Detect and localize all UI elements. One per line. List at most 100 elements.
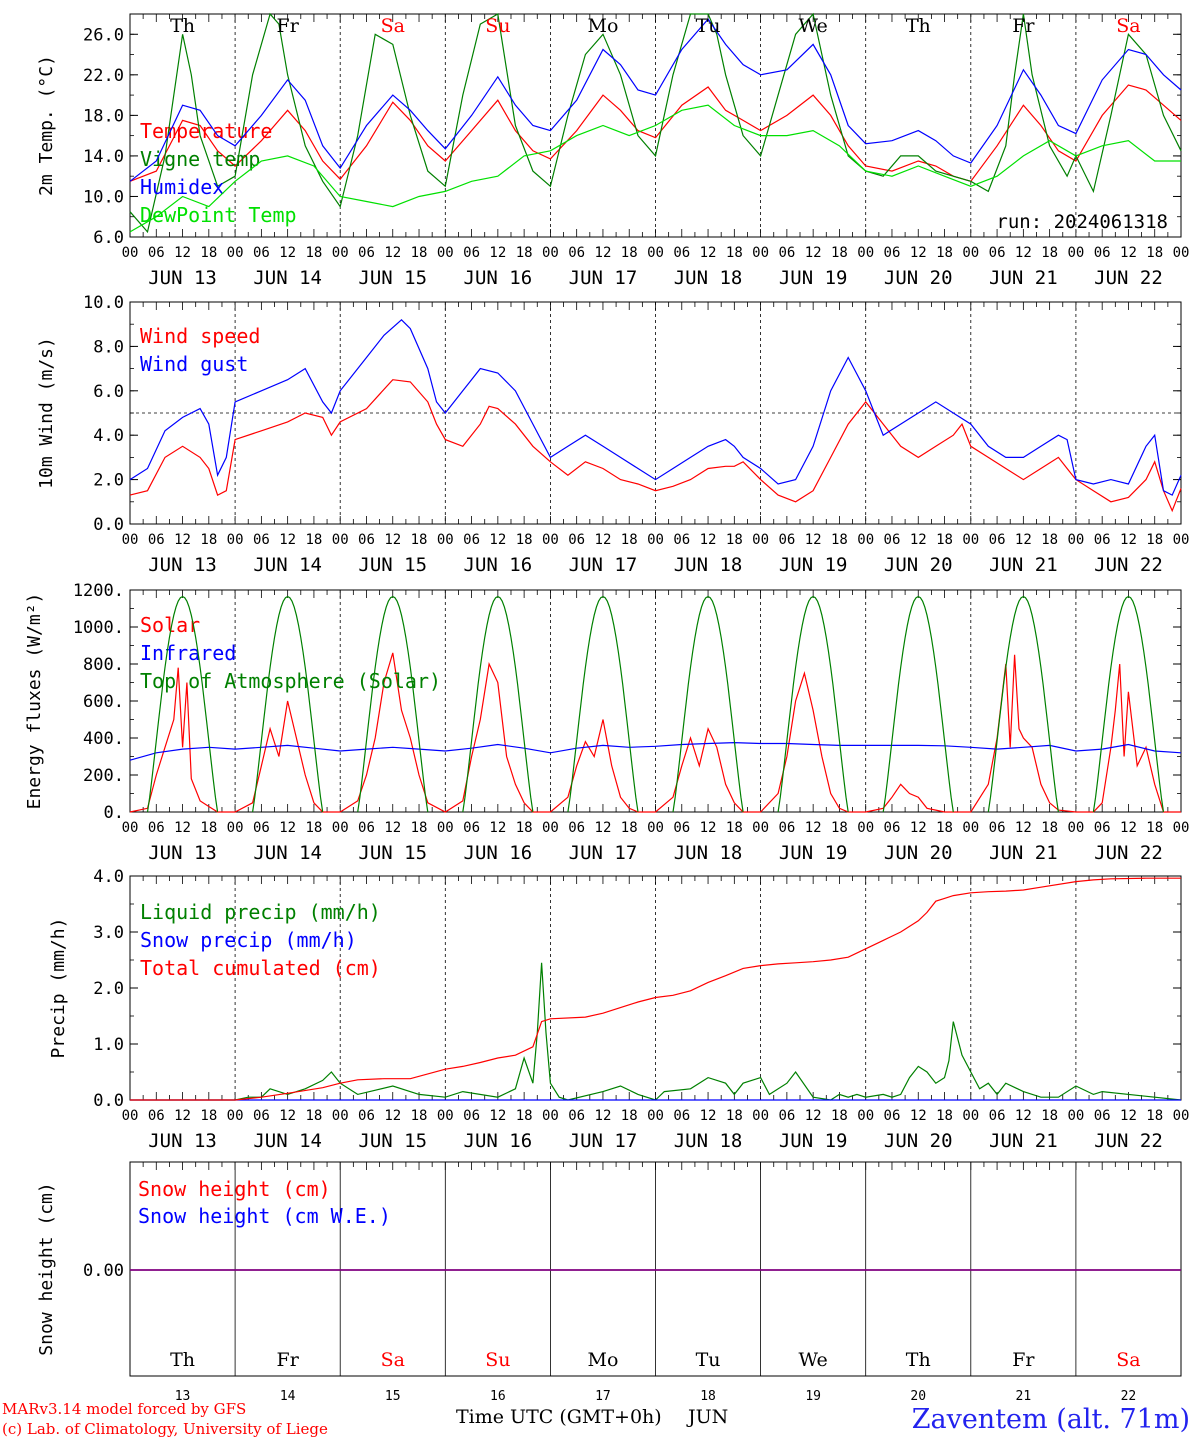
bottom-day-number: 17 (595, 1389, 611, 1404)
bottom-day-number: 16 (490, 1389, 506, 1404)
x-date-label: JUN 14 (253, 267, 322, 289)
x-hour-label: 00 (962, 820, 979, 836)
panel-temp: 6.0 10.0 14.0 18.0 22.0 26.0 2m Temp. (°C) 00 06… (36, 12, 1189, 289)
x-hour-label: 00 (752, 820, 769, 836)
y-tick-label: 800. (83, 655, 124, 675)
month-label: JUN (686, 1406, 728, 1428)
x-hour-label: 00 (752, 532, 769, 548)
x-hour-label: 12 (384, 532, 401, 548)
x-hour-label: 06 (884, 245, 901, 261)
x-hour-label: 18 (516, 820, 533, 836)
x-hour-label: 18 (831, 245, 848, 261)
x-hour-label: 00 (227, 532, 244, 548)
x-hour-label: 00 (437, 820, 454, 836)
footer-copyright: (c) Lab. of Climatology, University of L… (2, 1420, 328, 1438)
panel-wind: 0.0 2.0 4.0 6.0 8.0 10.0 10m Wind (m/s) 00 06 12 1… (36, 293, 1189, 576)
x-hour-label: 12 (595, 532, 612, 548)
top-day-label: Su (485, 15, 510, 37)
x-date-label: JUN 16 (464, 1130, 533, 1152)
x-hour-label: 06 (778, 532, 795, 548)
x-hour-label: 12 (910, 820, 927, 836)
x-hour-label: 18 (621, 1108, 638, 1124)
x-hour-label: 18 (516, 1108, 533, 1124)
x-hour-label: 18 (621, 532, 638, 548)
x-hour-label: 00 (227, 1108, 244, 1124)
x-hour-label: 18 (831, 532, 848, 548)
x-hour-label: 00 (962, 532, 979, 548)
x-date-label: JUN 18 (674, 842, 743, 864)
y-tick-label: 18.0 (83, 106, 124, 126)
x-hour-label: 12 (910, 245, 927, 261)
x-hour-label: 00 (962, 245, 979, 261)
x-hour-label: 12 (595, 245, 612, 261)
x-date-label: JUN 14 (253, 554, 322, 576)
x-hour-label: 12 (174, 532, 191, 548)
x-date-label: JUN 14 (253, 842, 322, 864)
x-hour-label: 00 (1067, 820, 1084, 836)
x-date-label: JUN 13 (148, 267, 217, 289)
x-hour-label: 18 (621, 820, 638, 836)
x-hour-label: 00 (332, 532, 349, 548)
x-hour-label: 06 (673, 532, 690, 548)
x-hour-label: 12 (805, 820, 822, 836)
y-tick-label: 26.0 (83, 25, 124, 45)
x-hour-label: 06 (989, 245, 1006, 261)
x-hour-label: 00 (647, 245, 664, 261)
series-line-temperature (129, 84, 1182, 182)
x-hour-label: 06 (1094, 820, 1111, 836)
x-hour-label: 18 (1041, 820, 1058, 836)
x-hour-label: 00 (332, 820, 349, 836)
y-axis-label: Precip (mm/h) (48, 918, 69, 1059)
y-tick-label: 1000. (73, 618, 124, 638)
legend-entry: Humidex (140, 175, 224, 199)
x-date-label: JUN 14 (253, 1130, 322, 1152)
x-hour-label: 18 (726, 532, 743, 548)
legend-entry: Snow height (cm) (138, 1177, 331, 1201)
x-hour-label: 00 (857, 245, 874, 261)
x-hour-label: 12 (384, 820, 401, 836)
x-hour-label: 18 (831, 1108, 848, 1124)
x-date-label: JUN 17 (569, 842, 638, 864)
x-hour-label: 00 (647, 820, 664, 836)
x-hour-label: 06 (463, 245, 480, 261)
bottom-day-label: Su (485, 1349, 510, 1371)
bottom-day-label: Mo (587, 1349, 618, 1371)
y-tick-label: 2.0 (93, 979, 124, 999)
series-line-vigne-temp (129, 12, 1182, 234)
top-day-label: We (799, 15, 828, 37)
x-hour-label: 12 (700, 820, 717, 836)
x-hour-label: 06 (463, 532, 480, 548)
x-hour-label: 06 (1094, 532, 1111, 548)
x-date-label: JUN 13 (148, 842, 217, 864)
y-tick-label: 6.0 (93, 382, 124, 402)
y-tick-label: 4.0 (93, 426, 124, 446)
x-hour-label: 12 (805, 245, 822, 261)
x-hour-label: 12 (279, 1108, 296, 1124)
x-hour-label: 00 (122, 532, 139, 548)
x-hour-label: 06 (463, 820, 480, 836)
y-tick-label: 200. (83, 766, 124, 786)
x-date-label: JUN 17 (569, 267, 638, 289)
time-axis-label: Time UTC (GMT+0h) (456, 1406, 662, 1428)
x-hour-label: 00 (122, 820, 139, 836)
bottom-day-label: Fr (1012, 1349, 1035, 1371)
x-hour-label: 12 (910, 1108, 927, 1124)
x-hour-label: 12 (1120, 532, 1137, 548)
x-date-label: JUN 15 (358, 1130, 427, 1152)
x-hour-label: 18 (1146, 245, 1163, 261)
bottom-day-number: 19 (805, 1389, 821, 1404)
x-hour-label: 18 (411, 245, 428, 261)
x-date-label: JUN 21 (989, 842, 1058, 864)
x-hour-label: 18 (936, 820, 953, 836)
x-hour-label: 06 (148, 245, 165, 261)
x-date-label: JUN 22 (1094, 267, 1163, 289)
x-hour-label: 12 (1120, 245, 1137, 261)
y-tick-label: 22.0 (83, 66, 124, 86)
x-hour-label: 06 (1094, 1108, 1111, 1124)
x-date-label: JUN 20 (884, 554, 953, 576)
x-date-label: JUN 18 (674, 267, 743, 289)
x-hour-label: 12 (700, 245, 717, 261)
legend-entry: Liquid precip (mm/h) (140, 900, 381, 924)
x-hour-label: 12 (1015, 1108, 1032, 1124)
x-date-label: JUN 18 (674, 554, 743, 576)
